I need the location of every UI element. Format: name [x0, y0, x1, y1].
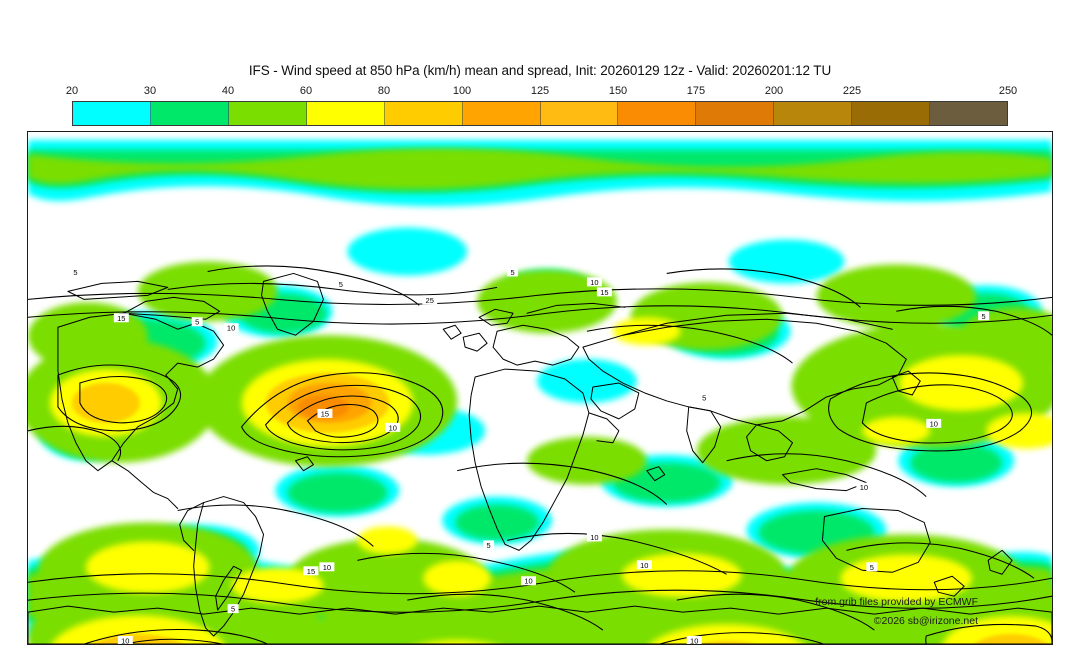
colorbar-tick-labels: 20 30 40 60 80 100 125 150 175 200 225 250	[66, 85, 1017, 101]
colorbar-tick: 60	[299, 85, 313, 97]
colorbar-tick: 150	[608, 85, 628, 97]
colorbar-tick: 100	[452, 85, 472, 97]
svg-text:10: 10	[640, 561, 648, 570]
svg-text:5: 5	[73, 268, 77, 277]
colorbar-tick: 30	[143, 85, 157, 97]
colorbar-segment	[774, 102, 853, 125]
svg-text:5: 5	[195, 318, 199, 327]
colorbar-segment	[930, 102, 1008, 125]
svg-text:25: 25	[426, 296, 434, 305]
colorbar-segment	[306, 102, 385, 125]
colorbar-segment	[540, 102, 619, 125]
svg-text:15: 15	[321, 409, 329, 418]
svg-text:5: 5	[870, 563, 874, 572]
map-panel[interactable]: 5 5 5 10 15 25 15 5 10 15 10 10 5 10 10 …	[27, 131, 1053, 645]
colorbar-segment	[462, 102, 541, 125]
colorbar-segment	[228, 102, 307, 125]
svg-text:10: 10	[389, 423, 397, 432]
colorbar-segment	[384, 102, 463, 125]
colorbar-segment	[73, 102, 151, 125]
svg-text:15: 15	[600, 288, 608, 297]
data-source-credit: from grib files provided by ECMWF	[815, 596, 978, 608]
svg-text:10: 10	[590, 533, 598, 542]
coastlines	[28, 272, 1052, 644]
colorbar-tick: 20	[65, 85, 79, 97]
colorbar-strip	[72, 101, 1008, 126]
colorbar-segment	[696, 102, 775, 125]
page-title: IFS - Wind speed at 850 hPa (km/h) mean …	[248, 63, 832, 78]
colorbar-tick: 250	[998, 85, 1018, 97]
svg-text:10: 10	[524, 577, 532, 586]
svg-text:10: 10	[323, 563, 331, 572]
colorbar-tick: 175	[686, 85, 706, 97]
copyright-credit: ©2026 sb@irizone.net	[873, 615, 978, 627]
svg-text:5: 5	[982, 312, 986, 321]
svg-text:10: 10	[690, 637, 698, 644]
colorbar-tick: 125	[530, 85, 550, 97]
colorbar-tick: 225	[842, 85, 862, 97]
colorbar-segment	[150, 102, 229, 125]
shading-band-orange	[287, 383, 372, 423]
svg-text:5: 5	[231, 605, 235, 614]
world-wind-spread-map[interactable]: 5 5 5 10 15 25 15 5 10 15 10 10 5 10 10 …	[28, 132, 1052, 644]
svg-text:5: 5	[510, 268, 514, 277]
svg-text:10: 10	[121, 637, 129, 644]
svg-text:5: 5	[339, 280, 343, 289]
colorbar: 20 30 40 60 80 100 125 150 175 200 225 250	[66, 85, 1017, 126]
svg-text:10: 10	[860, 483, 868, 492]
colorbar-segment	[618, 102, 697, 125]
svg-text:5: 5	[487, 541, 491, 550]
svg-text:5: 5	[702, 393, 706, 402]
colorbar-segment	[852, 102, 931, 125]
svg-text:10: 10	[590, 278, 598, 287]
svg-text:15: 15	[117, 314, 125, 323]
spread-contours	[28, 265, 1052, 644]
colorbar-tick: 200	[764, 85, 784, 97]
svg-text:10: 10	[930, 419, 938, 428]
svg-text:15: 15	[307, 567, 315, 576]
contour-labels: 5 5 5 10 15 25 15 5 10 15 10 10 5 10 10 …	[69, 267, 990, 644]
svg-text:10: 10	[227, 324, 235, 333]
colorbar-tick: 40	[221, 85, 235, 97]
colorbar-tick: 80	[377, 85, 391, 97]
